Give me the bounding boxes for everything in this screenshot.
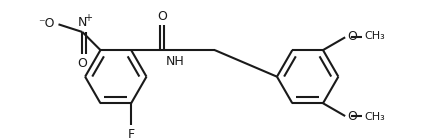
Text: O: O	[348, 30, 358, 43]
Text: F: F	[127, 128, 135, 138]
Text: N: N	[78, 16, 87, 29]
Text: CH₃: CH₃	[364, 31, 384, 41]
Text: ⁻O: ⁻O	[38, 17, 55, 30]
Text: O: O	[348, 110, 358, 123]
Text: O: O	[77, 57, 87, 70]
Text: +: +	[84, 14, 92, 23]
Text: O: O	[157, 10, 167, 23]
Text: CH₃: CH₃	[364, 112, 384, 122]
Text: NH: NH	[165, 55, 184, 68]
